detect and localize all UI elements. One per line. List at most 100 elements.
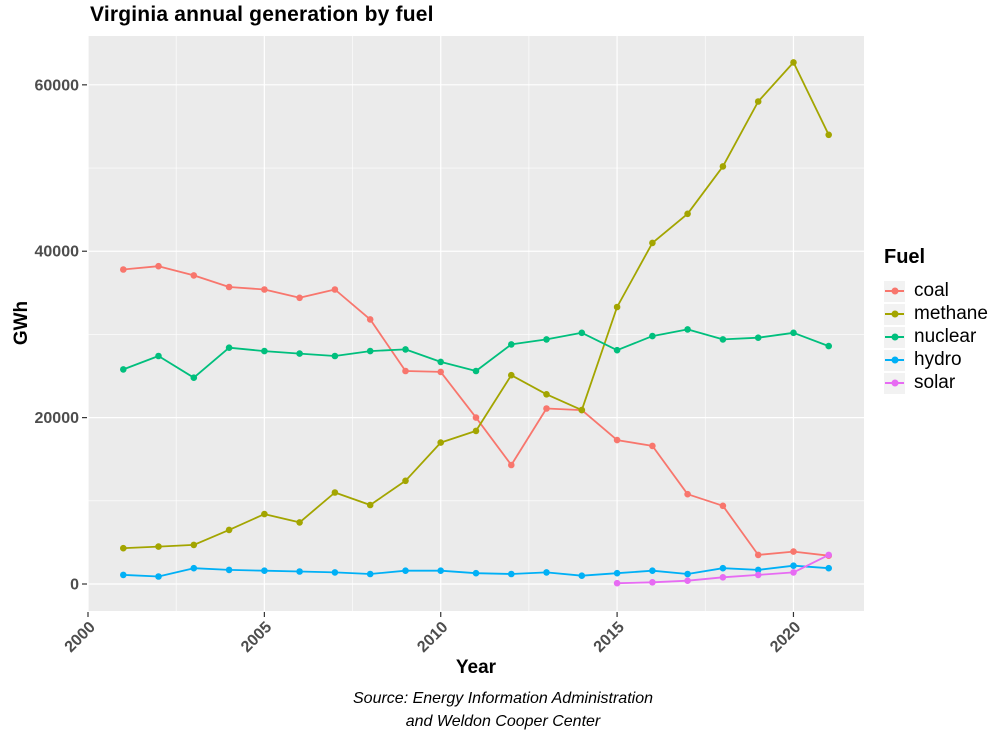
series-point-solar <box>719 574 727 581</box>
legend-item-solar: solar <box>884 372 988 394</box>
y-tick-label: 60000 <box>35 77 80 94</box>
legend-point-glyph <box>891 356 898 364</box>
series-point-coal <box>472 414 480 421</box>
series-point-coal <box>261 286 268 293</box>
legend-key-icon <box>884 326 905 348</box>
series-point-methane <box>508 371 515 379</box>
series-point-solar <box>613 579 621 587</box>
series-point-methane <box>790 59 797 66</box>
series-point-nuclear <box>543 336 550 343</box>
series-point-hydro <box>225 566 233 574</box>
x-tick-label: 2005 <box>238 619 275 656</box>
series-point-coal <box>790 548 797 555</box>
legend-title: Fuel <box>884 246 926 268</box>
series-point-solar <box>649 579 656 586</box>
series-point-nuclear <box>649 332 656 340</box>
series-point-methane <box>437 439 445 446</box>
series-point-nuclear <box>402 346 409 353</box>
series-point-coal <box>684 490 691 498</box>
series-point-hydro <box>402 567 409 574</box>
series-point-hydro <box>578 572 586 579</box>
series-point-coal <box>190 272 198 279</box>
series-point-nuclear <box>825 342 832 350</box>
series-point-hydro <box>155 573 162 580</box>
y-tick-label: 20000 <box>35 410 80 427</box>
y-tick-label: 0 <box>70 577 79 594</box>
series-point-nuclear <box>684 326 691 333</box>
series-point-nuclear <box>120 366 127 373</box>
series-point-nuclear <box>261 347 268 355</box>
series-point-hydro <box>120 571 127 579</box>
caption-line-1: Source: Energy Information Administratio… <box>353 690 653 707</box>
legend-point-glyph <box>891 287 898 295</box>
series-point-nuclear <box>508 341 515 348</box>
series-point-methane <box>472 427 480 435</box>
series-point-coal <box>508 461 515 469</box>
legend-items: coal methane nuclear hydro solar <box>884 280 988 394</box>
series-point-methane <box>261 510 268 518</box>
series-point-nuclear <box>437 358 445 366</box>
y-axis-title: GWh <box>11 300 32 346</box>
legend-label: coal <box>914 280 949 301</box>
series-point-hydro <box>684 570 691 578</box>
series-point-nuclear <box>754 334 762 342</box>
x-tick-label: 2000 <box>62 619 99 656</box>
series-point-solar <box>790 569 797 576</box>
series-point-methane <box>366 501 374 509</box>
series-point-nuclear <box>472 367 480 375</box>
series-point-coal <box>402 367 409 375</box>
series-point-methane <box>190 541 198 549</box>
series-point-methane <box>825 131 832 139</box>
series-point-hydro <box>472 569 480 577</box>
series-point-hydro <box>543 569 550 576</box>
series-point-hydro <box>825 564 832 572</box>
series-point-coal <box>296 294 303 302</box>
series-point-nuclear <box>296 350 303 357</box>
legend-key-icon <box>884 349 905 371</box>
series-point-methane <box>613 303 621 311</box>
chart-title: Virginia annual generation by fuel <box>90 3 434 26</box>
series-point-coal <box>120 266 127 273</box>
legend-key-icon <box>884 372 905 394</box>
series-point-nuclear <box>155 352 162 360</box>
series-point-methane <box>296 519 303 526</box>
legend-point-glyph <box>891 379 898 387</box>
series-point-hydro <box>649 567 656 574</box>
series-point-methane <box>331 489 339 496</box>
x-tick-label: 2010 <box>414 619 451 656</box>
legend-key-icon <box>884 303 905 325</box>
series-point-solar <box>754 571 762 579</box>
legend-item-methane: methane <box>884 303 988 325</box>
series-point-nuclear <box>331 352 339 360</box>
series-point-solar <box>825 551 832 559</box>
series-point-coal <box>366 316 374 323</box>
legend-label: methane <box>914 303 988 324</box>
series-point-coal <box>754 551 762 559</box>
series-point-methane <box>649 239 656 247</box>
caption-line-2: and Weldon Cooper Center <box>405 713 601 730</box>
series-point-nuclear <box>366 347 374 355</box>
series-point-methane <box>719 163 727 170</box>
series-point-nuclear <box>225 344 233 352</box>
series-point-coal <box>331 286 339 293</box>
series-point-hydro <box>754 566 762 574</box>
legend-label: nuclear <box>914 326 977 347</box>
legend-label: solar <box>914 372 956 393</box>
series-point-hydro <box>790 562 797 569</box>
series-point-solar <box>684 577 691 584</box>
plot-panel <box>88 36 864 611</box>
legend-point-glyph <box>891 310 898 318</box>
series-point-methane <box>578 406 586 414</box>
series-point-methane <box>684 210 691 218</box>
legend-item-hydro: hydro <box>884 349 988 371</box>
series-point-hydro <box>613 569 621 577</box>
series-point-coal <box>437 368 445 376</box>
legend-item-coal: coal <box>884 280 988 302</box>
series-point-coal <box>613 436 621 444</box>
series-point-methane <box>543 391 550 398</box>
series-point-hydro <box>437 567 445 574</box>
legend-point-glyph <box>891 333 898 341</box>
series-point-nuclear <box>578 329 586 337</box>
